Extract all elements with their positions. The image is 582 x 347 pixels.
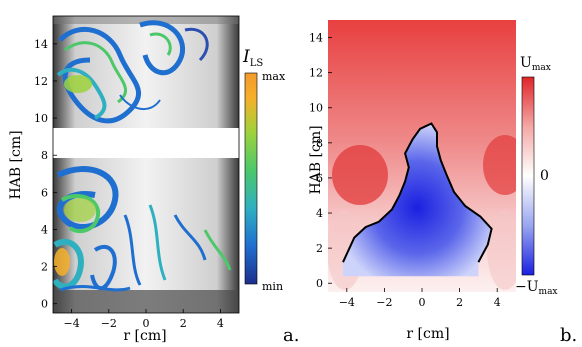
panel-b-negative-region	[343, 123, 492, 277]
panel-a-xtick-label: −2	[101, 317, 117, 330]
panel-a-label: a.	[283, 325, 299, 346]
panel-b-ytick-label: 0	[316, 277, 323, 290]
panel-b-xtick-label: 2	[456, 296, 463, 309]
panel-b-xtick-label: 0	[419, 296, 426, 309]
panel-a-ytick-label: 12	[34, 75, 48, 88]
panel-b-zero-contour	[342, 122, 493, 263]
panel-b: 0 2 4 6 8 10 12 14 −4 −2 0 2 4 HAB [cm] r [cm] Umax…	[308, 20, 577, 346]
panel-a-ytick-label: 8	[41, 149, 48, 162]
panel-a-ytick-label: 14	[34, 38, 48, 51]
panel-a-ytick-label: 10	[34, 112, 48, 125]
u-colorbar-max-label: Umax	[520, 55, 551, 73]
panel-b-y-ticks: 0 2 4 6 8 10 12 14	[309, 32, 332, 290]
panel-b-xtick-label: 4	[494, 296, 501, 309]
panel-a-ytick-label: 4	[41, 223, 48, 236]
panel-b-xtick-label: −2	[376, 296, 392, 309]
ls-colorbar-title: ILS	[242, 47, 263, 69]
panel-a-xtick-label: −4	[63, 317, 79, 330]
panel-a-ylabel: HAB [cm]	[8, 130, 24, 199]
panel-b-ytick-label: 2	[316, 242, 323, 255]
panel-a-y-ticks: 0 2 4 6 8 10 12 14	[34, 38, 57, 311]
panel-a-ytick-label: 2	[41, 261, 48, 274]
panel-a-ytick-label: 0	[41, 298, 48, 311]
panel-a-xlabel: r [cm]	[123, 328, 166, 344]
panel-a-ytick-label: 6	[41, 186, 48, 199]
ls-colorbar	[244, 72, 258, 285]
panel-a-x-ticks: −4 −2 0 2 4	[63, 309, 224, 330]
u-colorbar-zero-label: 0	[540, 168, 549, 184]
panel-b-heatmap	[328, 20, 516, 292]
panel-b-label: b.	[560, 325, 577, 346]
panel-b-xlabel: r [cm]	[406, 326, 449, 342]
panel-a-xtick-label: 0	[143, 317, 150, 330]
u-colorbar-min-label: −Umax	[515, 279, 558, 297]
panel-b-ytick-label: 8	[316, 137, 323, 150]
panel-b-ytick-label: 10	[309, 102, 323, 115]
panel-b-ytick-label: 12	[309, 67, 323, 80]
panel-b-ylabel: HAB [cm]	[308, 125, 324, 194]
panel-b-xtick-label: −4	[339, 296, 355, 309]
panel-a-xtick-label: 2	[180, 317, 187, 330]
panel-b-x-ticks: −4 −2 0 2 4	[339, 288, 501, 309]
ls-colorbar-max-label: max	[262, 70, 286, 83]
panel-b-ytick-label: 4	[316, 207, 323, 220]
panel-b-ytick-label: 6	[316, 172, 323, 185]
panel-a-image	[53, 16, 239, 313]
panel-b-ytick-label: 14	[309, 32, 323, 45]
u-colorbar	[521, 76, 535, 276]
ls-colorbar-min-label: min	[262, 280, 283, 293]
panel-a-xtick-label: 4	[217, 317, 224, 330]
